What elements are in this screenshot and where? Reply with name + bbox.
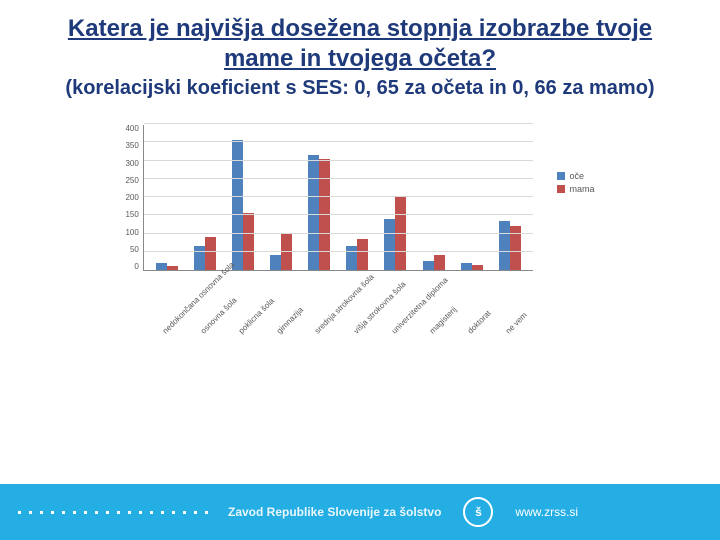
bar xyxy=(384,219,395,270)
bar xyxy=(423,261,434,270)
gridline xyxy=(144,196,533,197)
footer-bar: Zavod Republike Slovenije za šolstvo š w… xyxy=(0,484,720,540)
slide: Katera je najvišja dosežena stopnja izob… xyxy=(0,0,720,540)
gridline xyxy=(144,214,533,215)
bar xyxy=(395,197,406,270)
bar-group xyxy=(270,234,292,271)
legend-swatch-icon xyxy=(557,185,565,193)
legend-label: oče xyxy=(569,171,584,181)
x-tick-label: doktorat xyxy=(466,315,487,336)
x-tick-label: osnovna šola xyxy=(199,315,220,336)
bar xyxy=(167,266,178,270)
x-axis: nedokončana osnovna šolaosnovna šolapokl… xyxy=(149,271,539,282)
x-tick-label: višja strokovna šola xyxy=(351,315,372,336)
dot-icon xyxy=(117,511,120,514)
title-block: Katera je najvišja dosežena stopnja izob… xyxy=(0,0,720,107)
footer-logo-letter: š xyxy=(475,505,482,519)
bar-chart: 400 350 300 250 200 150 100 50 0 nedokončana osn… xyxy=(125,125,594,282)
bar-group xyxy=(156,263,178,270)
y-tick-label: 200 xyxy=(125,194,138,202)
dot-icon xyxy=(106,511,109,514)
bar-group xyxy=(461,263,483,270)
legend: oče mama xyxy=(557,171,594,197)
gridline xyxy=(144,160,533,161)
dot-icon xyxy=(150,511,153,514)
footer-logo-icon: š xyxy=(463,497,493,527)
x-tick-label: ne vem xyxy=(504,315,525,336)
x-tick-label: magisterij xyxy=(428,315,449,336)
y-tick-label: 0 xyxy=(125,263,138,271)
y-tick-label: 400 xyxy=(125,125,138,133)
x-tick-label: gimnazija xyxy=(275,315,296,336)
chart-zone: 400 350 300 250 200 150 100 50 0 nedokončana osn… xyxy=(0,107,720,484)
gridline xyxy=(144,251,533,252)
footer-org: Zavod Republike Slovenije za šolstvo xyxy=(228,505,441,519)
bar xyxy=(205,237,216,270)
footer-url: www.zrss.si xyxy=(515,505,578,519)
dot-icon xyxy=(205,511,208,514)
bar-group xyxy=(194,237,216,270)
dot-icon xyxy=(84,511,87,514)
bar xyxy=(281,234,292,271)
dot-icon xyxy=(128,511,131,514)
bar xyxy=(461,263,472,270)
y-tick-label: 350 xyxy=(125,142,138,150)
x-tick-label: nedokončana osnovna šola xyxy=(160,315,181,336)
dot-icon xyxy=(161,511,164,514)
bar xyxy=(156,263,167,270)
x-tick-label: univerzitetna diploma xyxy=(390,315,411,336)
bar-group xyxy=(346,239,368,270)
gridline xyxy=(144,178,533,179)
dot-icon xyxy=(40,511,43,514)
slide-subtitle: (korelacijski koeficient s SES: 0, 65 za… xyxy=(44,76,676,101)
legend-item: mama xyxy=(557,184,594,194)
dot-icon xyxy=(183,511,186,514)
dot-icon xyxy=(95,511,98,514)
dot-icon xyxy=(194,511,197,514)
gridline xyxy=(144,141,533,142)
bar-group xyxy=(384,197,406,270)
footer-dots xyxy=(18,511,208,514)
bar xyxy=(357,239,368,270)
dot-icon xyxy=(29,511,32,514)
dot-icon xyxy=(18,511,21,514)
legend-swatch-icon xyxy=(557,172,565,180)
bar xyxy=(270,255,281,270)
gridline xyxy=(144,123,533,124)
y-tick-label: 50 xyxy=(125,246,138,254)
y-tick-label: 300 xyxy=(125,160,138,168)
dot-icon xyxy=(172,511,175,514)
bar xyxy=(243,213,254,270)
bar xyxy=(308,155,319,270)
dot-icon xyxy=(51,511,54,514)
bar-group xyxy=(499,221,521,270)
legend-label: mama xyxy=(569,184,594,194)
y-tick-label: 250 xyxy=(125,177,138,185)
y-axis: 400 350 300 250 200 150 100 50 0 xyxy=(125,125,142,271)
bar-group xyxy=(308,155,330,270)
slide-title: Katera je najvišja dosežena stopnja izob… xyxy=(44,14,676,74)
legend-item: oče xyxy=(557,171,594,181)
bar-group xyxy=(423,255,445,270)
bar xyxy=(472,265,483,270)
bar xyxy=(499,221,510,270)
gridline xyxy=(144,233,533,234)
plot-area xyxy=(143,125,533,271)
x-tick-label: poklicna šola xyxy=(237,315,258,336)
dot-icon xyxy=(139,511,142,514)
x-tick-label: srednja strokovna šola xyxy=(313,315,334,336)
bar xyxy=(434,255,445,270)
dot-icon xyxy=(73,511,76,514)
y-tick-label: 150 xyxy=(125,211,138,219)
bars-container xyxy=(144,125,533,270)
dot-icon xyxy=(62,511,65,514)
y-tick-label: 100 xyxy=(125,229,138,237)
